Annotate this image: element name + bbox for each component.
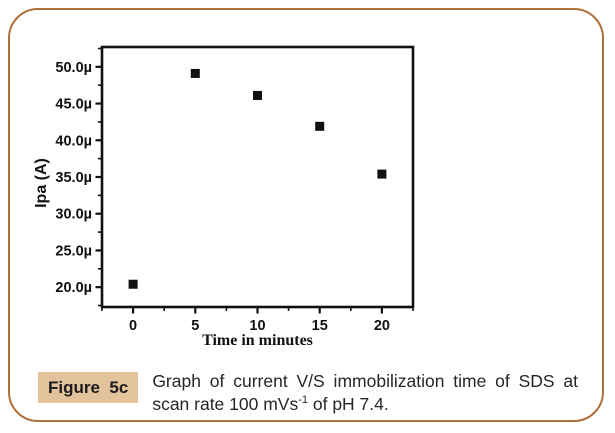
y-tick-label: 40.0µ <box>55 133 92 149</box>
x-axis-title: Time in minutes <box>202 332 313 349</box>
x-tick-label: 5 <box>191 318 199 334</box>
x-tick-label: 20 <box>374 318 390 334</box>
y-tick-label: 50.0µ <box>55 60 92 76</box>
data-point <box>190 68 200 78</box>
y-tick-label: 35.0µ <box>55 170 92 186</box>
data-point <box>128 279 138 289</box>
y-tick-label: 25.0µ <box>55 243 92 259</box>
x-tick-label: 0 <box>129 318 137 334</box>
figure-caption: Figure 5c Graph of current V/S immobiliz… <box>38 370 578 416</box>
scatter-chart: 0 5 10 15 20 20.0µ 25.0µ 30.0µ 35.0µ 40.0µ 45.0µ 50… <box>33 45 415 349</box>
caption-superscript: -1 <box>298 394 308 407</box>
y-tick-label: 30.0µ <box>55 207 92 223</box>
caption-line-2-pre: scan rate 100 mVs <box>152 394 299 414</box>
caption-text: Graph of current V/S immobilization time… <box>152 370 578 416</box>
caption-line-2: scan rate 100 mVs-1 of pH 7.4. <box>152 393 578 416</box>
data-point <box>315 121 325 131</box>
x-tick-label: 10 <box>249 318 265 334</box>
data-point <box>377 169 387 179</box>
y-tick-label: 20.0µ <box>55 280 92 296</box>
data-point <box>253 90 262 100</box>
plot-frame <box>100 45 415 309</box>
y-axis-title: Ipa (A) <box>33 158 50 208</box>
x-tick-label: 15 <box>312 318 328 334</box>
y-tick-label: 45.0µ <box>55 97 92 113</box>
caption-line-1: Graph of current V/S immobilization time… <box>152 371 578 391</box>
caption-line-2-post: of pH 7.4. <box>308 394 389 414</box>
figure-label: Figure 5c <box>38 372 139 403</box>
